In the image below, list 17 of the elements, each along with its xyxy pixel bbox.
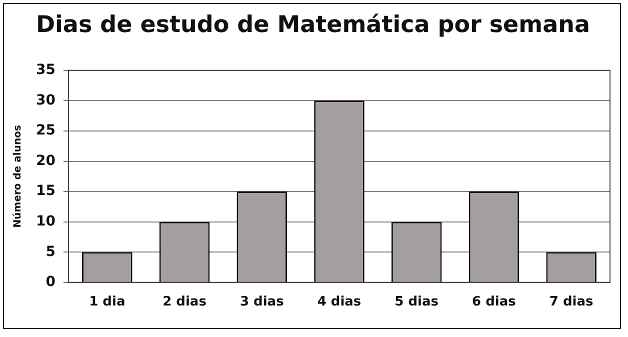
y-tick-label: 0: [46, 274, 56, 290]
y-tick-label: 30: [36, 92, 56, 108]
y-tick-label: 5: [46, 244, 56, 260]
y-tick-label: 20: [36, 152, 56, 169]
x-tick-label: 1 dia: [89, 294, 126, 310]
x-tick-label: 3 dias: [240, 294, 284, 310]
x-tick-label: 4 dias: [317, 294, 362, 310]
x-tick-label: 7 dias: [549, 294, 594, 310]
y-tick-label: 35: [36, 62, 56, 78]
x-tick-label: 2 dias: [162, 294, 207, 310]
y-tick-label: 15: [36, 183, 56, 200]
y-tick-label: 10: [36, 213, 56, 230]
x-tick-label: 6 dias: [472, 294, 516, 310]
y-tick-label: 25: [36, 122, 56, 139]
x-tick-label: 5 dias: [394, 294, 439, 310]
chart-title: Dias de estudo de Matemática por semana: [34, 12, 592, 38]
y-axis-title: Número de alunos: [12, 125, 24, 228]
